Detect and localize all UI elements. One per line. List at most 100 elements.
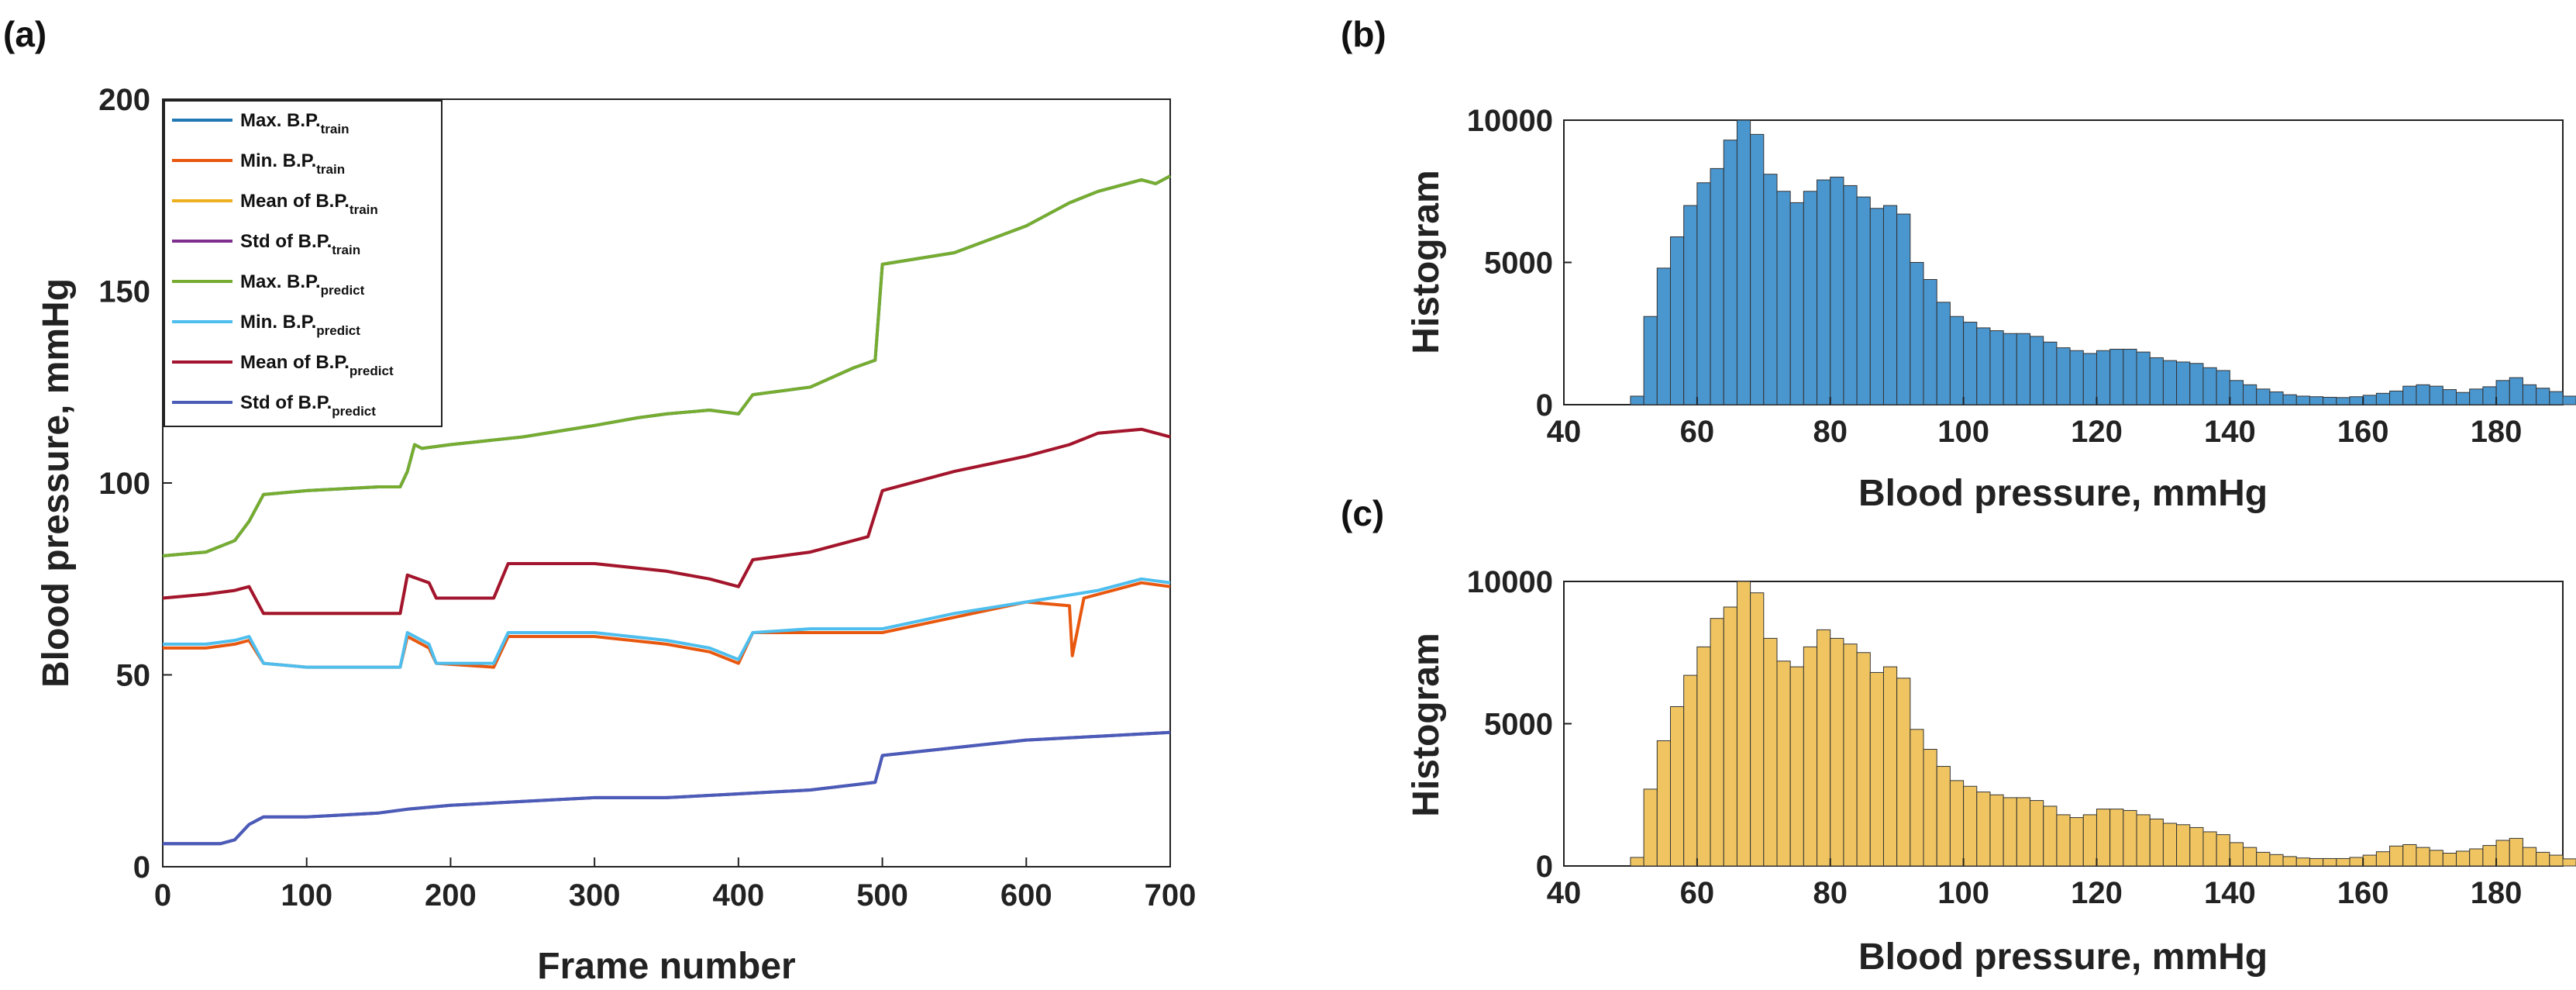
histogram-bar — [1656, 740, 1671, 867]
histogram-bar — [2096, 809, 2111, 867]
histogram-bar — [2176, 824, 2191, 867]
histogram-bar — [2202, 831, 2217, 867]
histogram-bar — [1830, 637, 1844, 867]
series-line-std-of-b-p-predict — [163, 730, 1171, 846]
histogram-bar — [2030, 336, 2044, 405]
histogram-bar — [2389, 390, 2404, 405]
x-tick-label: 140 — [2204, 415, 2256, 449]
panel-b-x-ticks: 40 60 80 100 120 140 160 180 — [1547, 397, 2523, 449]
histogram-bar — [2136, 814, 2151, 867]
histogram-bar — [2123, 348, 2137, 405]
x-tick-label: 300 — [569, 878, 621, 912]
x-tick-label: 180 — [2471, 415, 2523, 449]
histogram-bar — [2216, 834, 2230, 867]
histogram-bar — [1869, 671, 1884, 867]
histogram-bar — [2003, 797, 2017, 867]
histogram-bar — [2375, 392, 2391, 405]
legend-entry: Min. B.P.predict — [240, 312, 360, 338]
histogram-bar — [2030, 800, 2044, 867]
y-tick-label: 200 — [98, 83, 150, 117]
histogram-bar — [1896, 213, 1911, 405]
histogram-bar — [2043, 805, 2058, 867]
histogram-bar — [2056, 347, 2071, 405]
y-tick-label: 5000 — [1484, 247, 1553, 281]
histogram-bar — [2416, 847, 2430, 867]
histogram-bar — [1882, 205, 1898, 405]
panel-b: (b) 40 60 80 100 120 140 160 180 0 5000 10000 Blo… — [1341, 14, 2576, 514]
x-tick-label: 120 — [2071, 876, 2123, 910]
histogram-bar — [2136, 351, 2151, 405]
panel-c-bars — [1630, 581, 2576, 867]
histogram-bar — [2216, 370, 2230, 405]
histogram-bar — [2162, 823, 2178, 867]
histogram-bar — [2082, 814, 2097, 867]
histogram-bar — [1963, 785, 1978, 867]
panel-b-y-axis-title: Histogram — [1406, 170, 1447, 354]
histogram-bar — [1923, 279, 1937, 405]
histogram-bar — [2309, 396, 2324, 405]
panel-c-x-axis-title: Blood pressure, mmHg — [1858, 937, 2268, 978]
legend-entry: Std of B.P.train — [240, 231, 360, 257]
histogram-bar — [2056, 814, 2071, 867]
histogram-bar — [2349, 396, 2364, 405]
histogram-bar — [2442, 389, 2457, 405]
histogram-bar — [2362, 395, 2377, 405]
histogram-bar — [2162, 360, 2178, 405]
histogram-bar — [1683, 205, 1698, 405]
panel-a-x-ticks: 0 100 200 300 400 500 600 700 — [154, 857, 1197, 912]
histogram-bar — [2482, 386, 2497, 405]
histogram-bar — [2082, 353, 2097, 405]
legend-entry: Min. B.P.train — [240, 150, 345, 177]
histogram-bar — [2176, 361, 2191, 405]
histogram-bar — [2442, 852, 2457, 867]
histogram-bar — [1896, 678, 1911, 867]
histogram-bar — [1869, 208, 1884, 405]
histogram-bar — [1976, 327, 1991, 405]
histogram-bar — [2069, 817, 2084, 867]
histogram-bar — [1789, 666, 1804, 867]
x-tick-label: 160 — [2337, 415, 2389, 449]
histogram-bar — [1949, 316, 1965, 405]
series-line-min-b-p-predict — [163, 577, 1171, 669]
panel-b-x-axis-title: Blood pressure, mmHg — [1858, 473, 2268, 514]
histogram-bar — [2109, 348, 2124, 405]
histogram-bar — [2309, 857, 2324, 867]
x-tick-label: 80 — [1813, 876, 1848, 910]
panel-c-x-ticks: 40 60 80 100 120 140 160 180 — [1547, 858, 2522, 910]
histogram-bar — [1910, 262, 1924, 405]
histogram-bar — [1656, 267, 1671, 405]
panel-a-series-lines — [162, 174, 1171, 846]
x-tick-label: 80 — [1813, 415, 1848, 449]
histogram-bar — [2202, 367, 2217, 405]
histogram-bar — [2323, 396, 2337, 405]
histogram-bar — [2375, 851, 2391, 867]
x-tick-label: 100 — [1937, 876, 1989, 910]
x-tick-label: 700 — [1145, 878, 1197, 912]
histogram-bar — [2456, 392, 2471, 405]
histogram-bar — [2416, 384, 2430, 405]
panel-a-y-axis-title: Blood pressure, mmHg — [36, 278, 77, 688]
histogram-bar — [1963, 322, 1978, 405]
histogram-bar — [2189, 363, 2204, 405]
histogram-bar — [1989, 330, 2004, 405]
histogram-bar — [1696, 182, 1711, 405]
histogram-bar — [1843, 185, 1858, 405]
histogram-bar — [2069, 350, 2084, 405]
legend-entry: Max. B.P.train — [240, 110, 349, 136]
histogram-bar — [1817, 629, 1831, 867]
histogram-bar — [1976, 792, 1991, 867]
histogram-bar — [1989, 794, 2004, 867]
histogram-bar — [1817, 179, 1831, 405]
histogram-bar — [2096, 350, 2111, 405]
histogram-bar — [1630, 395, 1644, 405]
legend-entry: Mean of B.P.train — [240, 191, 378, 217]
panel-c-y-ticks: 0 5000 10000 — [1467, 565, 1572, 884]
panel-c: (c) 40 60 80 100 120 140 160 180 0 5000 10000 Blo… — [1341, 493, 2576, 978]
histogram-bar — [2469, 388, 2484, 405]
histogram-bar — [1776, 661, 1791, 867]
histogram-bar — [2429, 850, 2443, 867]
histogram-bar — [2509, 377, 2523, 405]
histogram-bar — [1803, 646, 1818, 867]
panel-b-label: (b) — [1341, 14, 1386, 54]
